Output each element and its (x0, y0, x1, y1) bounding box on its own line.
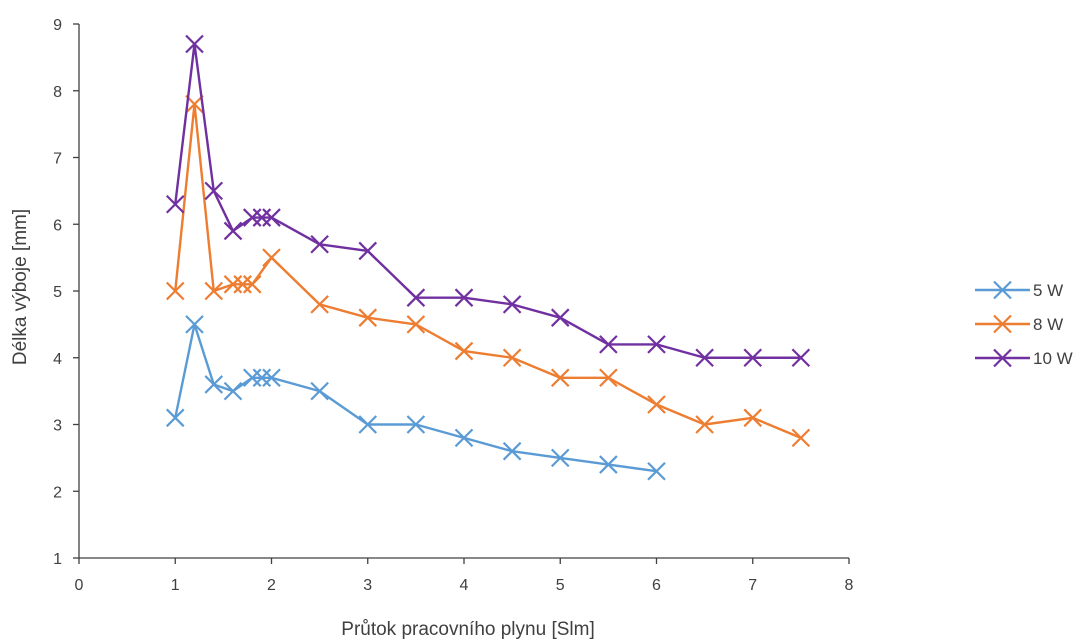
data-point-5-w (454, 428, 474, 448)
data-point-5-w (242, 368, 262, 388)
y-axis-title: Délka výboje [mm] (10, 209, 31, 365)
data-point-10-w (550, 308, 570, 327)
data-point-8-w (223, 275, 243, 294)
data-point-8-w (406, 315, 426, 334)
data-point-8-w (502, 348, 522, 368)
legend-label-8-w: 8 W (1033, 315, 1063, 334)
data-point-5-w (252, 368, 272, 388)
data-point-10-w (599, 335, 618, 354)
data-point-5-w (647, 461, 666, 481)
data-point-5-w (502, 441, 522, 461)
x-tick-label: 2 (267, 577, 276, 594)
data-point-8-w (647, 395, 666, 414)
x-tick-label: 1 (171, 577, 180, 594)
y-tick-label: 7 (53, 151, 62, 168)
data-point-5-w (550, 448, 570, 468)
data-point-5-w (204, 375, 224, 394)
series-layer (165, 34, 811, 481)
data-point-5-w (223, 381, 243, 401)
data-point-8-w (204, 281, 224, 301)
series-5-w (165, 315, 666, 481)
series-10-w (165, 34, 811, 368)
x-tick-label: 5 (556, 577, 565, 594)
data-point-8-w (165, 281, 185, 301)
data-point-10-w (358, 241, 378, 261)
legend-marker-10-w (993, 348, 1012, 368)
legend-label-5-w: 5 W (1033, 281, 1063, 300)
y-tick-label: 1 (53, 551, 62, 568)
data-point-10-w (242, 208, 262, 227)
data-point-10-w (252, 208, 272, 227)
data-point-10-w (223, 221, 243, 241)
data-point-10-w (262, 208, 281, 227)
y-tick-label: 4 (53, 351, 62, 368)
data-point-8-w (233, 275, 252, 294)
data-point-8-w (599, 368, 618, 388)
x-tick-label: 4 (460, 577, 469, 594)
series-line-5-w (174, 323, 657, 473)
data-point-8-w (358, 308, 378, 327)
data-point-5-w (358, 415, 378, 434)
data-point-10-w (204, 181, 224, 201)
data-point-8-w (242, 275, 262, 294)
legend-item-5-w: 5 W (975, 280, 1063, 300)
x-tick-label: 7 (748, 577, 757, 594)
legend-item-10-w: 10 W (975, 348, 1073, 368)
x-tick-label: 6 (652, 577, 661, 594)
data-point-8-w (262, 248, 281, 267)
data-point-8-w (695, 415, 714, 434)
data-point-8-w (454, 341, 474, 361)
y-tick-label: 8 (53, 84, 62, 101)
data-point-10-w (310, 234, 329, 254)
y-tick-label: 2 (53, 484, 62, 501)
data-point-10-w (502, 295, 522, 314)
data-point-10-w (695, 348, 714, 368)
data-point-5-w (406, 415, 426, 434)
data-point-10-w (791, 348, 811, 368)
data-point-10-w (406, 288, 426, 307)
data-point-5-w (165, 408, 185, 428)
data-point-8-w (310, 295, 329, 314)
data-point-10-w (743, 348, 763, 368)
legend-label-10-w: 10 W (1033, 349, 1073, 368)
legend-marker-8-w (993, 314, 1012, 334)
data-point-5-w (310, 381, 329, 401)
data-point-10-w (647, 335, 666, 354)
data-point-8-w (791, 428, 811, 448)
x-tick-label: 3 (363, 577, 372, 594)
data-point-5-w (262, 368, 281, 388)
series-line-10-w (174, 42, 801, 359)
data-point-10-w (454, 288, 474, 307)
x-tick-label: 8 (845, 577, 854, 594)
series-8-w (165, 94, 811, 448)
data-point-10-w (185, 34, 204, 54)
legend: 5 W 8 W 10 W (975, 280, 1073, 368)
x-tick-label: 0 (75, 577, 84, 594)
y-tick-label: 3 (53, 418, 62, 435)
legend-item-8-w: 8 W (975, 314, 1063, 334)
legend-marker-5-w (993, 280, 1012, 300)
y-tick-label: 5 (53, 284, 62, 301)
y-tick-label: 9 (53, 17, 62, 34)
series-line-8-w (174, 102, 802, 439)
y-tick-label: 6 (53, 217, 62, 234)
data-point-5-w (599, 455, 618, 474)
data-point-5-w (185, 315, 204, 334)
data-point-10-w (165, 194, 185, 214)
data-point-8-w (743, 408, 763, 428)
x-axis-title: Průtok pracovního plynu [Slm] (341, 619, 594, 640)
data-point-8-w (550, 368, 570, 388)
